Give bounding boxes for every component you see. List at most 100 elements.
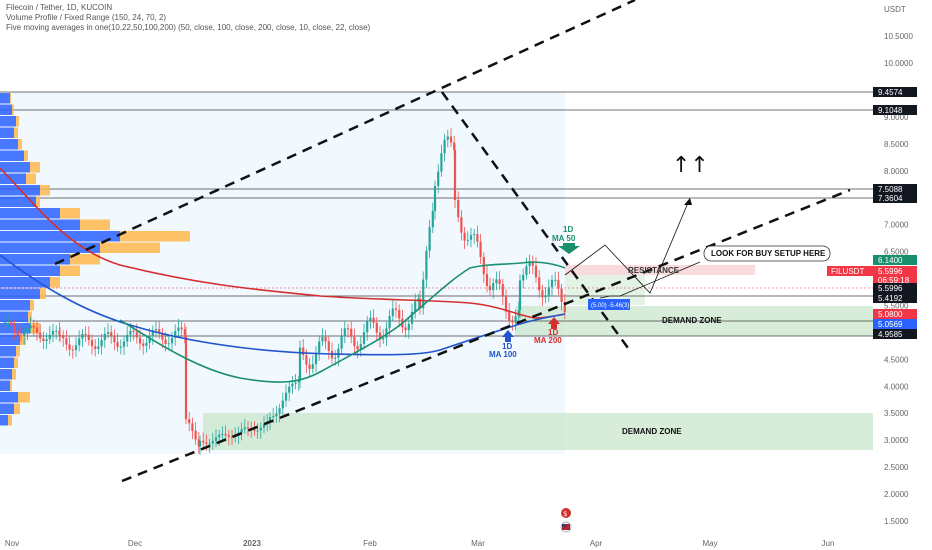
- candle-body: [208, 443, 211, 445]
- candle-body: [291, 383, 294, 387]
- legend-moving-averages[interactable]: Five moving averages in one(10,22,50,100…: [6, 23, 371, 32]
- candle-body: [485, 274, 489, 286]
- candle-body: [514, 316, 517, 323]
- candle-body: [184, 335, 188, 420]
- candle-body: [122, 341, 126, 347]
- volume-profile-bar-up: [0, 277, 50, 288]
- candle-body: [55, 330, 58, 332]
- volume-profile-bar-down: [16, 116, 19, 127]
- candle-body: [418, 298, 422, 309]
- candle-body: [385, 328, 388, 338]
- candle-body: [259, 427, 262, 431]
- candle-body: [32, 325, 35, 328]
- time-tick: 2023: [243, 539, 261, 548]
- candle-body: [218, 434, 221, 438]
- candle-body: [58, 334, 62, 336]
- price-tick: 4.0000: [884, 382, 909, 391]
- candle-body: [425, 250, 428, 280]
- price-tag-box: [873, 255, 917, 265]
- candle-body: [511, 321, 514, 323]
- candle-body: [501, 284, 504, 297]
- legend-volume-profile[interactable]: Volume Profile / Fixed Range (150, 24, 7…: [6, 13, 167, 22]
- candle-body: [281, 400, 284, 409]
- candle-body: [359, 343, 362, 350]
- candle-body: [132, 330, 135, 332]
- candle-body: [453, 142, 456, 151]
- candle-body: [528, 261, 531, 267]
- price-tag-box: [873, 293, 917, 303]
- volume-profile-bar-down: [70, 254, 100, 265]
- volume-profile-bar-down: [30, 300, 34, 311]
- candle-body: [183, 329, 186, 336]
- projection-path: [564, 197, 691, 294]
- candle-body: [350, 328, 353, 337]
- ma100-label-top: 1D: [502, 342, 512, 351]
- candle-body: [74, 345, 78, 350]
- ma200-label-top: 1D: [548, 328, 558, 337]
- price-tag-box: [873, 319, 917, 329]
- volume-profile-bar-up: [0, 380, 10, 391]
- candle-body: [62, 335, 65, 339]
- candle-body: [308, 364, 311, 369]
- volume-profile-bar-up: [0, 104, 12, 115]
- candle-body: [68, 344, 71, 350]
- candle-body: [177, 327, 180, 332]
- candle-body: [51, 330, 55, 335]
- event-icon[interactable]: $: [561, 508, 571, 518]
- volume-profile-bar-down: [24, 150, 28, 161]
- candle-body: [340, 336, 343, 349]
- candle-body: [327, 341, 330, 351]
- candle-body: [372, 317, 375, 323]
- candle-body: [469, 235, 473, 240]
- candle-body: [394, 308, 398, 311]
- candle-body: [45, 339, 48, 342]
- price-tag-label: 9.1048: [878, 106, 903, 115]
- candle-body: [224, 433, 227, 436]
- candle-body: [443, 139, 446, 154]
- candle-body: [142, 343, 145, 346]
- candle-body: [227, 435, 230, 437]
- candle-body: [39, 332, 42, 339]
- price-tag-label: 6.1400: [878, 256, 903, 265]
- candle-body: [453, 150, 457, 201]
- candle-body: [337, 348, 340, 358]
- candle-body: [321, 336, 324, 342]
- volume-profile-bar-up: [0, 150, 24, 161]
- candle-body: [557, 279, 560, 289]
- price-tag-label: 9.4574: [878, 88, 903, 97]
- measurement-box[interactable]: [588, 299, 630, 310]
- ma50-label-top: 1D: [563, 225, 573, 234]
- candle-body: [211, 440, 214, 444]
- volume-profile-bar-up: [0, 288, 40, 299]
- volume-profile-bar-down: [18, 392, 30, 403]
- volume-profile-bar-down: [30, 162, 40, 173]
- volume-profile-bar-up: [0, 116, 16, 127]
- candle-body: [240, 429, 243, 433]
- buy-setup-callout-text: LOOK FOR BUY SETUP HERE: [711, 249, 826, 258]
- candle-body: [488, 285, 492, 291]
- time-axis[interactable]: Nov Dec 2023 Feb Mar Apr May Jun: [5, 539, 835, 548]
- price-tick: 2.5000: [884, 463, 909, 472]
- flag-icon[interactable]: [560, 521, 572, 533]
- candle-body: [194, 430, 197, 440]
- ma200-arrow-icon: [548, 317, 560, 329]
- price-tick: 3.0000: [884, 436, 909, 445]
- candle-body: [504, 296, 508, 312]
- volume-profile-bar-down: [60, 265, 80, 276]
- candle-body: [375, 322, 378, 333]
- candle-body: [466, 239, 469, 241]
- resistance-label: RESISTANCE: [628, 266, 680, 275]
- candle-body: [126, 334, 129, 342]
- candle-body: [366, 321, 369, 333]
- candle-body: [288, 386, 291, 393]
- legend-symbol[interactable]: Filecoin / Tether, 1D, KUCOIN: [6, 3, 113, 12]
- volume-profile-bar-up: [0, 357, 14, 368]
- volume-profile-bar-down: [10, 93, 11, 104]
- volume-profile-bar-down: [80, 219, 110, 230]
- time-axis-bg: [0, 535, 932, 550]
- volume-profile-bar-up: [0, 392, 18, 403]
- buy-setup-callout[interactable]: [703, 245, 831, 262]
- price-tag-label: 5.4192: [878, 294, 903, 303]
- ma50-arrow-icon: [558, 243, 580, 254]
